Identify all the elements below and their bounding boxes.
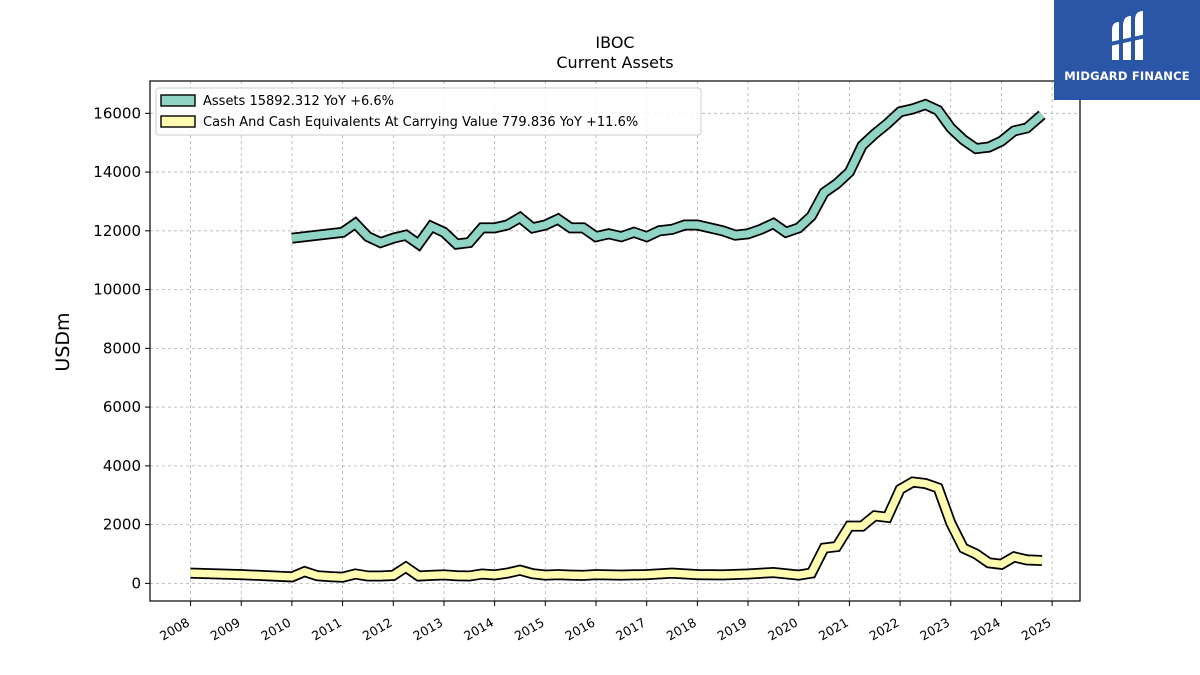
plot-frame bbox=[149, 80, 1081, 602]
x-tick-label: 2019 bbox=[714, 615, 749, 644]
x-tick-label: 2023 bbox=[917, 615, 952, 644]
y-tick-label: 0 bbox=[131, 574, 141, 592]
legend-label-cash: Cash And Cash Equivalents At Carrying Va… bbox=[203, 115, 638, 130]
x-tick-label: 2021 bbox=[816, 615, 851, 644]
x-tick-label: 2014 bbox=[461, 615, 496, 644]
x-tick-label: 2010 bbox=[258, 615, 293, 644]
brand-logo: MIDGARD FINANCE bbox=[1054, 0, 1200, 100]
y-tick-label: 4000 bbox=[103, 457, 141, 475]
chart-subtitle: Current Assets bbox=[556, 53, 673, 72]
x-tick-label: 2009 bbox=[208, 615, 243, 644]
y-tick-label: 6000 bbox=[103, 398, 141, 416]
legend-swatch-assets bbox=[160, 94, 196, 107]
brand-mark-icon bbox=[1110, 11, 1146, 60]
y-tick-label: 2000 bbox=[103, 516, 141, 534]
y-tick-label: 8000 bbox=[103, 339, 141, 357]
x-tick-label: 2017 bbox=[613, 615, 648, 644]
series-cash-outline bbox=[190, 476, 1043, 583]
y-tick-label: 10000 bbox=[93, 281, 141, 299]
y-tick-label: 14000 bbox=[93, 163, 141, 181]
x-tick-label: 2018 bbox=[664, 615, 699, 644]
legend-swatch-cash bbox=[160, 115, 196, 128]
brand-name: MIDGARD FINANCE bbox=[1064, 69, 1190, 83]
x-tick-label: 2020 bbox=[765, 615, 800, 644]
y-tick-label: 12000 bbox=[93, 222, 141, 240]
legend-label-assets: Assets 15892.312 YoY +6.6% bbox=[203, 94, 394, 109]
legend-box bbox=[155, 87, 702, 136]
x-tick-label: 2011 bbox=[309, 615, 344, 644]
x-tick-label: 2024 bbox=[968, 615, 1003, 644]
grid-lines bbox=[150, 81, 1080, 601]
series-assets-line bbox=[291, 100, 1045, 250]
series-layer bbox=[190, 98, 1046, 583]
legend: Assets 15892.312 YoY +6.6% Cash And Cash… bbox=[155, 87, 702, 136]
x-tick-label: 2013 bbox=[410, 615, 445, 644]
x-tick-label: 2016 bbox=[562, 615, 597, 644]
x-tick-label: 2008 bbox=[157, 615, 192, 644]
x-tick-label: 2022 bbox=[867, 615, 902, 644]
y-tick-label: 16000 bbox=[93, 104, 141, 122]
y-axis-label: USDm bbox=[52, 312, 74, 371]
x-tick-label: 2025 bbox=[1019, 615, 1054, 644]
chart-title: IBOC bbox=[595, 33, 634, 52]
axis-ticks: 0 2000 4000 6000 8000 10000 12000 14000 16000 200… bbox=[93, 104, 1053, 643]
series-cash-line bbox=[190, 478, 1043, 581]
x-tick-label: 2015 bbox=[512, 615, 547, 644]
x-tick-label: 2012 bbox=[360, 615, 395, 644]
